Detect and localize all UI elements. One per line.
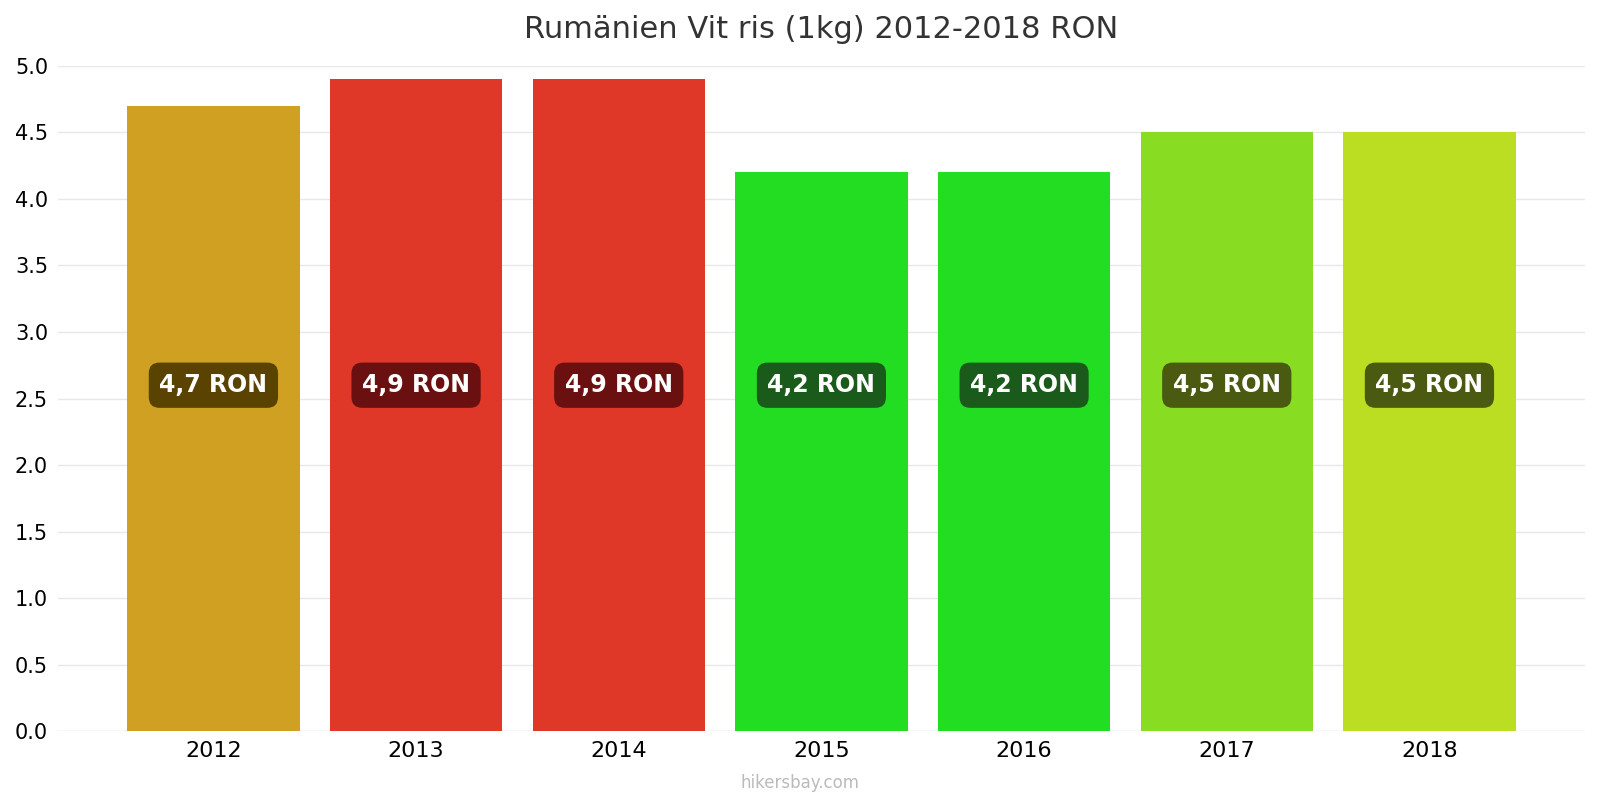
Text: 4,2 RON: 4,2 RON	[768, 374, 875, 398]
Text: hikersbay.com: hikersbay.com	[741, 774, 859, 792]
Text: 4,7 RON: 4,7 RON	[160, 374, 267, 398]
Text: 4,9 RON: 4,9 RON	[565, 374, 672, 398]
Bar	[1344, 132, 1515, 731]
Bar	[330, 79, 502, 731]
Bar	[1141, 132, 1314, 731]
Bar	[128, 106, 299, 731]
Bar	[938, 172, 1110, 731]
Text: 4,9 RON: 4,9 RON	[362, 374, 470, 398]
Bar	[736, 172, 907, 731]
Text: 4,5 RON: 4,5 RON	[1376, 374, 1483, 398]
Text: 4,5 RON: 4,5 RON	[1173, 374, 1280, 398]
Bar	[533, 79, 706, 731]
Text: 4,2 RON: 4,2 RON	[970, 374, 1078, 398]
Title: Rumänien Vit ris (1kg) 2012-2018 RON: Rumänien Vit ris (1kg) 2012-2018 RON	[525, 15, 1118, 44]
